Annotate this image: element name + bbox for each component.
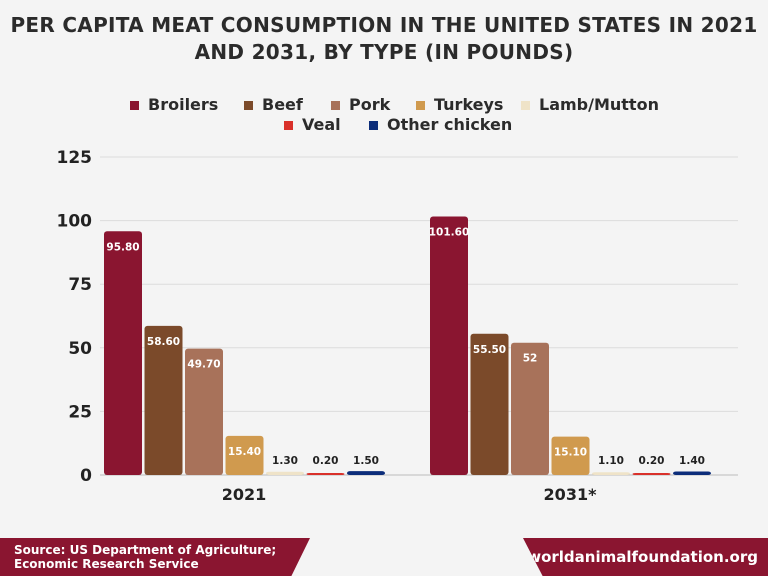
legend-label: Beef (262, 95, 304, 114)
bar-pork (185, 348, 223, 475)
legend-swatch (244, 101, 253, 110)
data-label: 0.20 (313, 455, 339, 467)
data-label: 95.80 (106, 241, 139, 253)
source-banner: Source: US Department of Agriculture; Ec… (0, 538, 310, 576)
legend-label: Veal (302, 115, 341, 134)
data-label: 1.30 (272, 455, 298, 467)
bar-beef (144, 325, 183, 475)
legend-label: Other chicken (387, 115, 512, 134)
legend-label: Pork (349, 95, 391, 114)
x-tick-label: 2031* (544, 485, 598, 504)
y-tick-label: 125 (57, 148, 93, 168)
bar-veal (306, 473, 345, 475)
data-label: 1.40 (679, 455, 705, 467)
legend-swatch (416, 101, 425, 110)
chart-title: PER CAPITA MEAT CONSUMPTION IN THE UNITE… (10, 13, 758, 64)
data-label: 49.70 (187, 359, 220, 371)
bar-other-chicken (347, 471, 385, 475)
site-banner[interactable]: worldanimalfoundation.org (523, 538, 768, 576)
y-tick-label: 100 (57, 212, 93, 232)
data-label: 15.10 (554, 447, 587, 459)
bar-veal (632, 473, 671, 475)
data-label: 58.60 (147, 336, 180, 348)
bar-broilers (430, 216, 468, 475)
legend-swatch (331, 101, 340, 110)
data-label: 1.10 (598, 455, 624, 467)
bar-turkeys (551, 436, 590, 475)
legend-swatch (284, 121, 293, 130)
bar-broilers (104, 231, 142, 475)
bar-turkeys (225, 435, 264, 475)
bar-pork (511, 342, 549, 475)
data-label: 52 (523, 353, 538, 365)
legend-swatch (130, 101, 139, 110)
x-tick-label: 2021 (222, 485, 267, 504)
bar-lamb-mutton (266, 471, 304, 475)
data-label: 0.20 (639, 455, 665, 467)
data-label: 15.40 (228, 446, 261, 458)
y-tick-label: 25 (68, 402, 92, 422)
bar-other-chicken (673, 471, 711, 475)
legend-label: Lamb/Mutton (539, 95, 659, 114)
data-label: 101.60 (429, 227, 470, 239)
y-tick-label: 0 (80, 466, 92, 486)
legend-label: Broilers (148, 95, 218, 114)
bar-beef (470, 333, 509, 475)
legend-swatch (521, 101, 530, 110)
legend-swatch (369, 121, 378, 130)
y-tick-label: 50 (68, 339, 92, 359)
bar-lamb-mutton (592, 472, 630, 475)
legend-label: Turkeys (434, 95, 503, 114)
data-label: 1.50 (353, 455, 379, 467)
data-label: 55.50 (473, 344, 506, 356)
y-tick-label: 75 (68, 275, 92, 295)
